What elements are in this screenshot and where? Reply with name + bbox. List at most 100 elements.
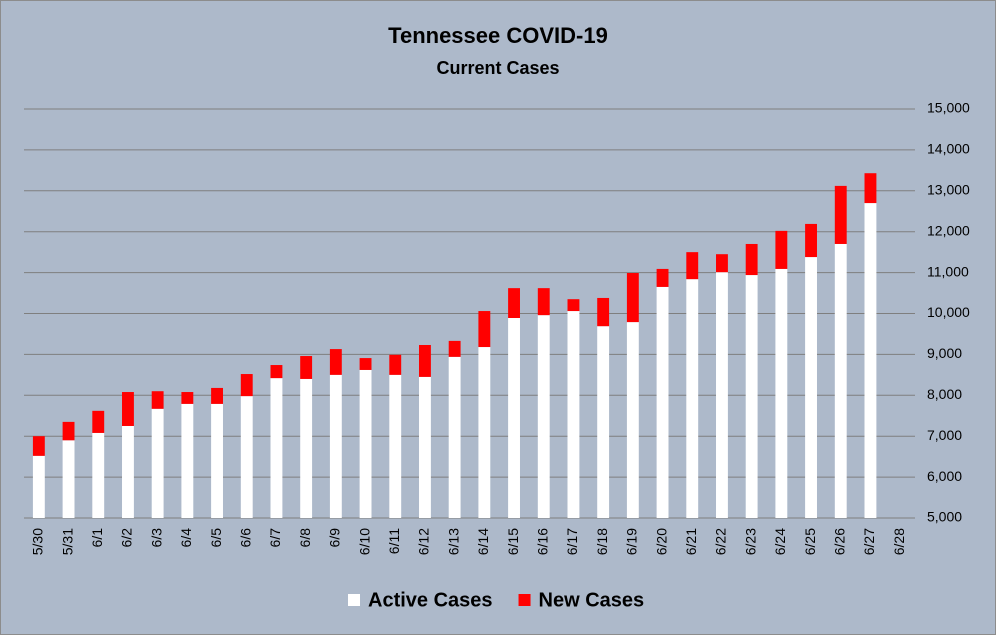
x-tick-label: 6/2 — [119, 528, 135, 548]
x-tick-label: 6/22 — [713, 528, 729, 555]
bar-segment — [478, 311, 491, 348]
bar-segment — [834, 243, 847, 518]
bar-segment — [270, 365, 283, 379]
bar-segment — [122, 425, 134, 518]
y-tick-label: 13,000 — [927, 182, 970, 198]
chart-subtitle: Current Cases — [436, 58, 559, 78]
bar-segment — [508, 317, 520, 518]
bar-segment — [92, 410, 105, 433]
x-tick-label: 5/30 — [30, 528, 46, 555]
bar-segment — [300, 378, 313, 518]
x-tick-label: 6/28 — [891, 528, 907, 555]
bar-segment — [567, 299, 580, 312]
legend-label: Active Cases — [368, 589, 493, 611]
bar-segment — [181, 392, 194, 404]
bar-segment — [537, 315, 550, 518]
bar-segment — [389, 374, 402, 518]
bar-segment — [656, 286, 669, 518]
x-tick-label: 6/19 — [624, 528, 640, 555]
bar-segment — [211, 403, 223, 518]
x-tick-label: 6/24 — [772, 528, 788, 555]
bar-segment — [745, 243, 758, 276]
bar-segment — [448, 356, 461, 518]
bar-segment — [359, 358, 372, 370]
bar-segment — [62, 440, 75, 518]
bar-segment — [389, 354, 402, 375]
x-tick-label: 6/7 — [267, 528, 283, 548]
y-tick-label: 15,000 — [927, 100, 970, 116]
bar-segment — [834, 185, 847, 244]
bar-segment — [537, 288, 550, 316]
x-tick-label: 6/27 — [861, 528, 877, 555]
bar-segment — [151, 408, 164, 518]
x-tick-label: 6/21 — [683, 528, 699, 555]
legend-swatch — [348, 594, 360, 606]
x-tick-label: 6/15 — [505, 528, 521, 555]
y-tick-label: 10,000 — [927, 304, 970, 320]
y-tick-label: 12,000 — [927, 222, 970, 238]
x-tick-label: 6/16 — [534, 528, 550, 555]
bar-segment — [151, 391, 164, 409]
x-tick-label: 6/11 — [386, 528, 402, 554]
y-tick-label: 7,000 — [927, 427, 962, 443]
bar-segment — [240, 396, 253, 518]
x-tick-label: 6/17 — [564, 528, 580, 555]
bar-segment — [716, 254, 728, 273]
bar-segment — [270, 378, 283, 518]
x-tick-label: 6/13 — [445, 528, 461, 555]
bar-segment — [419, 344, 431, 377]
bar-segment — [716, 272, 728, 518]
bar-segment — [626, 273, 639, 323]
x-tick-label: 6/10 — [356, 528, 372, 555]
x-tick-label: 6/12 — [416, 528, 432, 555]
x-tick-label: 6/8 — [297, 528, 313, 548]
y-tick-label: 8,000 — [927, 386, 962, 402]
bar-segment — [597, 326, 610, 518]
bar-segment — [656, 268, 669, 287]
bar-segment — [597, 297, 610, 327]
bar-segment — [300, 356, 313, 379]
bar-segment — [448, 340, 461, 357]
y-tick-label: 5,000 — [927, 509, 962, 525]
bar-segment — [211, 387, 223, 404]
bar-segment — [805, 223, 817, 258]
x-tick-label: 6/9 — [327, 528, 343, 548]
bar-segment — [775, 268, 788, 518]
x-tick-label: 6/18 — [594, 528, 610, 555]
x-tick-label: 6/26 — [831, 528, 847, 555]
bar-segment — [92, 432, 105, 518]
bar-segment — [419, 376, 431, 518]
bar-segment — [32, 455, 45, 518]
bar-segment — [567, 311, 580, 518]
bar-segment — [329, 374, 342, 518]
bar-segment — [62, 421, 75, 441]
x-tick-label: 6/14 — [475, 528, 491, 555]
bar-segment — [32, 436, 45, 456]
x-tick-label: 6/3 — [148, 528, 164, 548]
bar-segment — [240, 374, 253, 397]
bar-segment — [626, 322, 639, 518]
x-tick-label: 6/1 — [89, 528, 105, 548]
y-tick-label: 14,000 — [927, 141, 970, 157]
bar-segment — [686, 252, 699, 280]
bar-segment — [359, 369, 372, 518]
x-tick-label: 6/25 — [802, 528, 818, 555]
x-tick-label: 6/23 — [742, 528, 758, 555]
bar-segment — [745, 275, 758, 518]
bar-segment — [864, 203, 877, 518]
x-tick-label: 6/4 — [178, 528, 194, 548]
y-tick-label: 9,000 — [927, 345, 962, 361]
legend-label: New Cases — [539, 589, 645, 611]
chart-title: Tennessee COVID-19 — [388, 23, 608, 48]
bar-segment — [775, 230, 788, 269]
bar-segment — [181, 403, 194, 518]
legend-swatch — [518, 594, 531, 606]
x-tick-label: 6/20 — [653, 528, 669, 555]
bar-segment — [122, 392, 134, 426]
x-tick-label: 6/6 — [237, 528, 253, 548]
x-tick-label: 5/31 — [59, 528, 75, 555]
bar-segment — [329, 349, 342, 375]
y-tick-label: 11,000 — [927, 263, 969, 279]
